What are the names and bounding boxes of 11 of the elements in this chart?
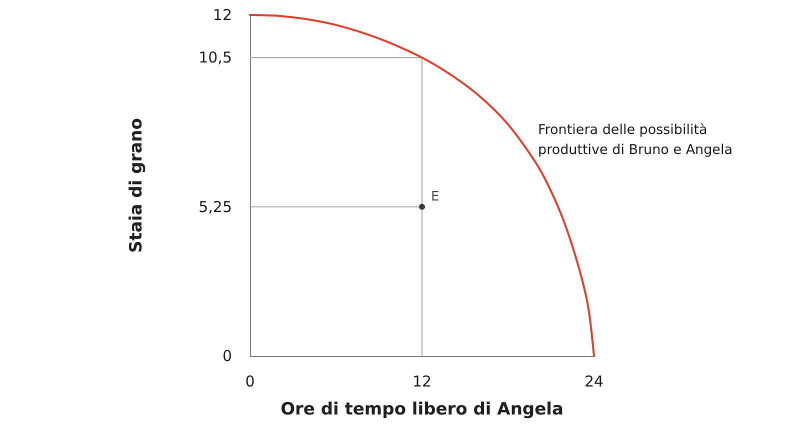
x-tick-label: 24 bbox=[584, 372, 604, 390]
annotation: Frontiera delle possibilità produttive di Bruno e Angela bbox=[538, 122, 733, 158]
y-tick-label: 10,5 bbox=[198, 48, 232, 67]
y-tick-label: 0 bbox=[222, 347, 232, 365]
y-tick-label: 5,25 bbox=[198, 198, 232, 216]
annotation: E bbox=[431, 189, 440, 204]
x-tick-label: 12 bbox=[412, 372, 432, 390]
x-tick-label: 0 bbox=[245, 372, 255, 390]
y-axis-title: Staia di grano bbox=[126, 118, 146, 253]
y-tick-label: 12 bbox=[212, 6, 232, 24]
x-axis-title: Ore di tempo libero di Angela bbox=[280, 400, 564, 420]
